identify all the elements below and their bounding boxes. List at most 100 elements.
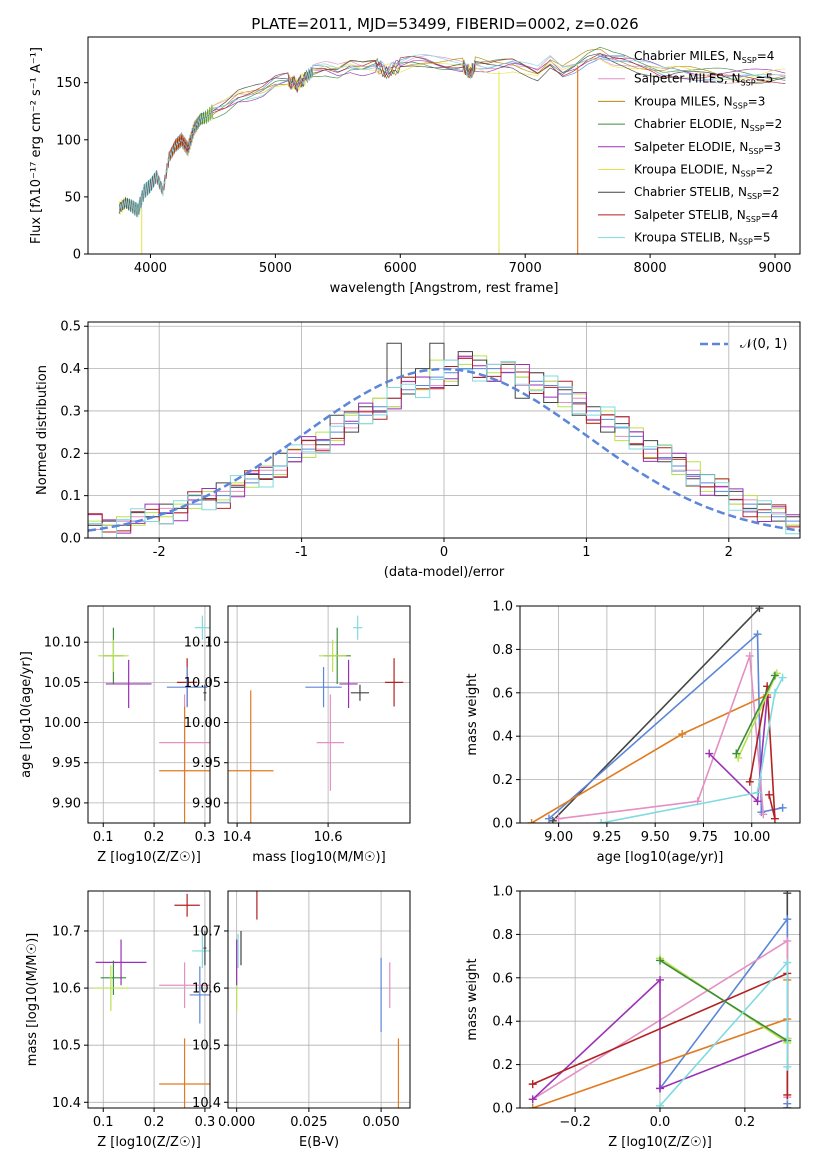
legend-label: Chabrier STELIB, NSSP=2 bbox=[634, 185, 780, 201]
weight-line bbox=[659, 960, 789, 1107]
weight-marker bbox=[656, 1084, 664, 1093]
x-tick-label: 0.2 bbox=[144, 830, 165, 845]
y-tick-label: 10.00 bbox=[44, 716, 81, 731]
weight-marker bbox=[656, 975, 664, 984]
y-tick-label: 10.5 bbox=[192, 1039, 221, 1054]
y-axis-label: mass [log10(M/M☉)] bbox=[25, 933, 40, 1066]
x-tick-label: 9.50 bbox=[641, 830, 670, 845]
y-tick-label: 1.0 bbox=[492, 885, 513, 900]
figure-title: PLATE=2011, MJD=53499, FIBERID=0002, z=0… bbox=[251, 15, 638, 33]
y-tick-label: 9.90 bbox=[52, 796, 81, 811]
weight-marker bbox=[783, 1090, 792, 1099]
x-tick-label: 0 bbox=[440, 545, 448, 560]
residuals-histogram-panel: -2 -1 0 1 2 0.0 0.1 0.2 0.3 0.4 0.5 (data-model)/er… bbox=[35, 320, 801, 580]
weight-marker bbox=[656, 956, 664, 965]
axes-frame bbox=[87, 605, 211, 824]
y-tick-label: 10.5 bbox=[52, 1039, 81, 1054]
x-axis-label: E(B-V) bbox=[299, 1135, 339, 1150]
axes-frame bbox=[87, 36, 801, 255]
x-tick-label: 0.1 bbox=[93, 1115, 114, 1130]
y-tick-label: 1.0 bbox=[492, 600, 513, 615]
x-tick-label: 7000 bbox=[509, 261, 542, 276]
mass-vs-extinction-panel: 0.000 0.025 0.050 10.4 10.5 10.6 10.7 E(B-V) bbox=[192, 890, 411, 1150]
weight-marker bbox=[705, 749, 714, 758]
legend-label: 𝒩(0, 1) bbox=[740, 337, 787, 352]
x-tick-label: 0.0 bbox=[650, 1115, 671, 1130]
x-tick-label: 0.3 bbox=[195, 830, 216, 845]
plot-area bbox=[236, 891, 400, 1108]
x-axis-label: Z [log10(Z/Z☉)] bbox=[97, 1135, 201, 1150]
x-tick-label: 9.00 bbox=[544, 830, 573, 845]
y-tick-label: 10.05 bbox=[184, 676, 221, 691]
y-tick-label: 0.6 bbox=[492, 686, 513, 701]
histogram-step bbox=[88, 357, 800, 533]
x-tick-label: 10.00 bbox=[733, 830, 770, 845]
weight-marker bbox=[783, 1062, 792, 1071]
weight-marker bbox=[678, 730, 687, 739]
y-tick-label: 0.8 bbox=[492, 928, 513, 943]
weight-marker bbox=[554, 814, 563, 823]
mass-vs-metallicity-panel: 0.1 0.2 0.3 10.4 10.5 10.6 10.7 Z [log10(Z/Z☉)]… bbox=[25, 890, 215, 1150]
x-tick-label: -2 bbox=[153, 545, 166, 560]
weight-marker bbox=[656, 1101, 664, 1108]
y-axis-label: age [log10(age/yr)] bbox=[19, 651, 34, 778]
y-tick-label: 10.10 bbox=[184, 636, 221, 651]
weight-vs-metallicity-panel: −0.2 0.0 0.2 0.0 0.2 0.4 0.6 0.8 1.0 Z [log10(Z/Z… bbox=[465, 885, 801, 1150]
y-tick-label: 0.1 bbox=[60, 489, 81, 504]
legend-label: Kroupa STELIB, NSSP=5 bbox=[634, 231, 771, 247]
plot-area bbox=[527, 606, 787, 823]
weight-marker bbox=[597, 819, 606, 823]
x-tick-label: 0.1 bbox=[93, 830, 114, 845]
weight-marker bbox=[755, 606, 764, 613]
y-tick-label: 10.4 bbox=[192, 1096, 221, 1111]
y-tick-label: 0.3 bbox=[60, 404, 81, 419]
y-tick-label: 10.10 bbox=[44, 636, 81, 651]
weight-marker bbox=[753, 630, 762, 639]
y-tick-label: 100 bbox=[56, 133, 81, 148]
weight-marker bbox=[753, 797, 762, 806]
weight-vs-age-panel: 9.00 9.25 9.50 9.75 10.00 0.0 0.2 0.4 0.6 0.8 1.0 a… bbox=[465, 600, 801, 865]
weight-marker bbox=[527, 819, 536, 823]
legend-label: Salpeter ELODIE, NSSP=3 bbox=[634, 140, 781, 156]
x-tick-label: 9.25 bbox=[592, 830, 621, 845]
y-tick-label: 9.95 bbox=[52, 756, 81, 771]
x-tick-label: 8000 bbox=[634, 261, 667, 276]
plot-area bbox=[228, 615, 404, 823]
y-tick-label: 0.4 bbox=[60, 362, 81, 377]
weight-marker bbox=[753, 788, 762, 797]
y-tick-label: 0.5 bbox=[60, 320, 81, 335]
spectrum-line bbox=[118, 56, 786, 213]
spectrum-line bbox=[118, 46, 786, 214]
weight-marker bbox=[528, 1095, 537, 1104]
y-tick-label: 150 bbox=[56, 76, 81, 91]
x-tick-label: 9.75 bbox=[689, 830, 718, 845]
y-tick-label: 10.7 bbox=[52, 924, 81, 939]
legend-label: Chabrier ELODIE, NSSP=2 bbox=[634, 117, 782, 133]
y-axis-label: Normed distribution bbox=[35, 365, 50, 495]
y-axis-label: mass weight bbox=[465, 958, 480, 1040]
weight-line bbox=[558, 655, 765, 820]
age-vs-mass-panel: 10.4 10.6 9.90 9.95 10.00 10.05 10.10 mass [log… bbox=[184, 605, 411, 865]
y-tick-label: 0.4 bbox=[492, 1015, 513, 1030]
y-tick-label: 50 bbox=[64, 190, 81, 205]
y-tick-label: 0.0 bbox=[60, 532, 81, 547]
y-tick-label: 10.05 bbox=[44, 676, 81, 691]
plot-area bbox=[98, 615, 210, 823]
spectrum-line bbox=[118, 54, 786, 218]
x-tick-label: 0.025 bbox=[290, 1115, 327, 1130]
x-tick-label: 0.000 bbox=[218, 1115, 255, 1130]
weight-line bbox=[737, 672, 778, 759]
y-axis-label: Flux [fλ10⁻¹⁷ erg cm⁻² s⁻¹ A⁻¹] bbox=[29, 47, 44, 244]
weight-marker bbox=[770, 671, 779, 680]
weight-marker bbox=[770, 688, 779, 697]
axes-frame bbox=[519, 605, 801, 824]
spectrum-panel: 4000 5000 6000 7000 8000 9000 0 50 100 150 wavelen… bbox=[29, 36, 801, 296]
weight-marker bbox=[732, 749, 741, 758]
x-tick-label: −0.2 bbox=[559, 1115, 591, 1130]
x-tick-label: 9000 bbox=[758, 261, 791, 276]
y-tick-label: 0 bbox=[73, 248, 81, 263]
weight-marker bbox=[783, 915, 792, 924]
y-tick-label: 0.6 bbox=[492, 971, 513, 986]
weight-marker bbox=[778, 803, 787, 812]
